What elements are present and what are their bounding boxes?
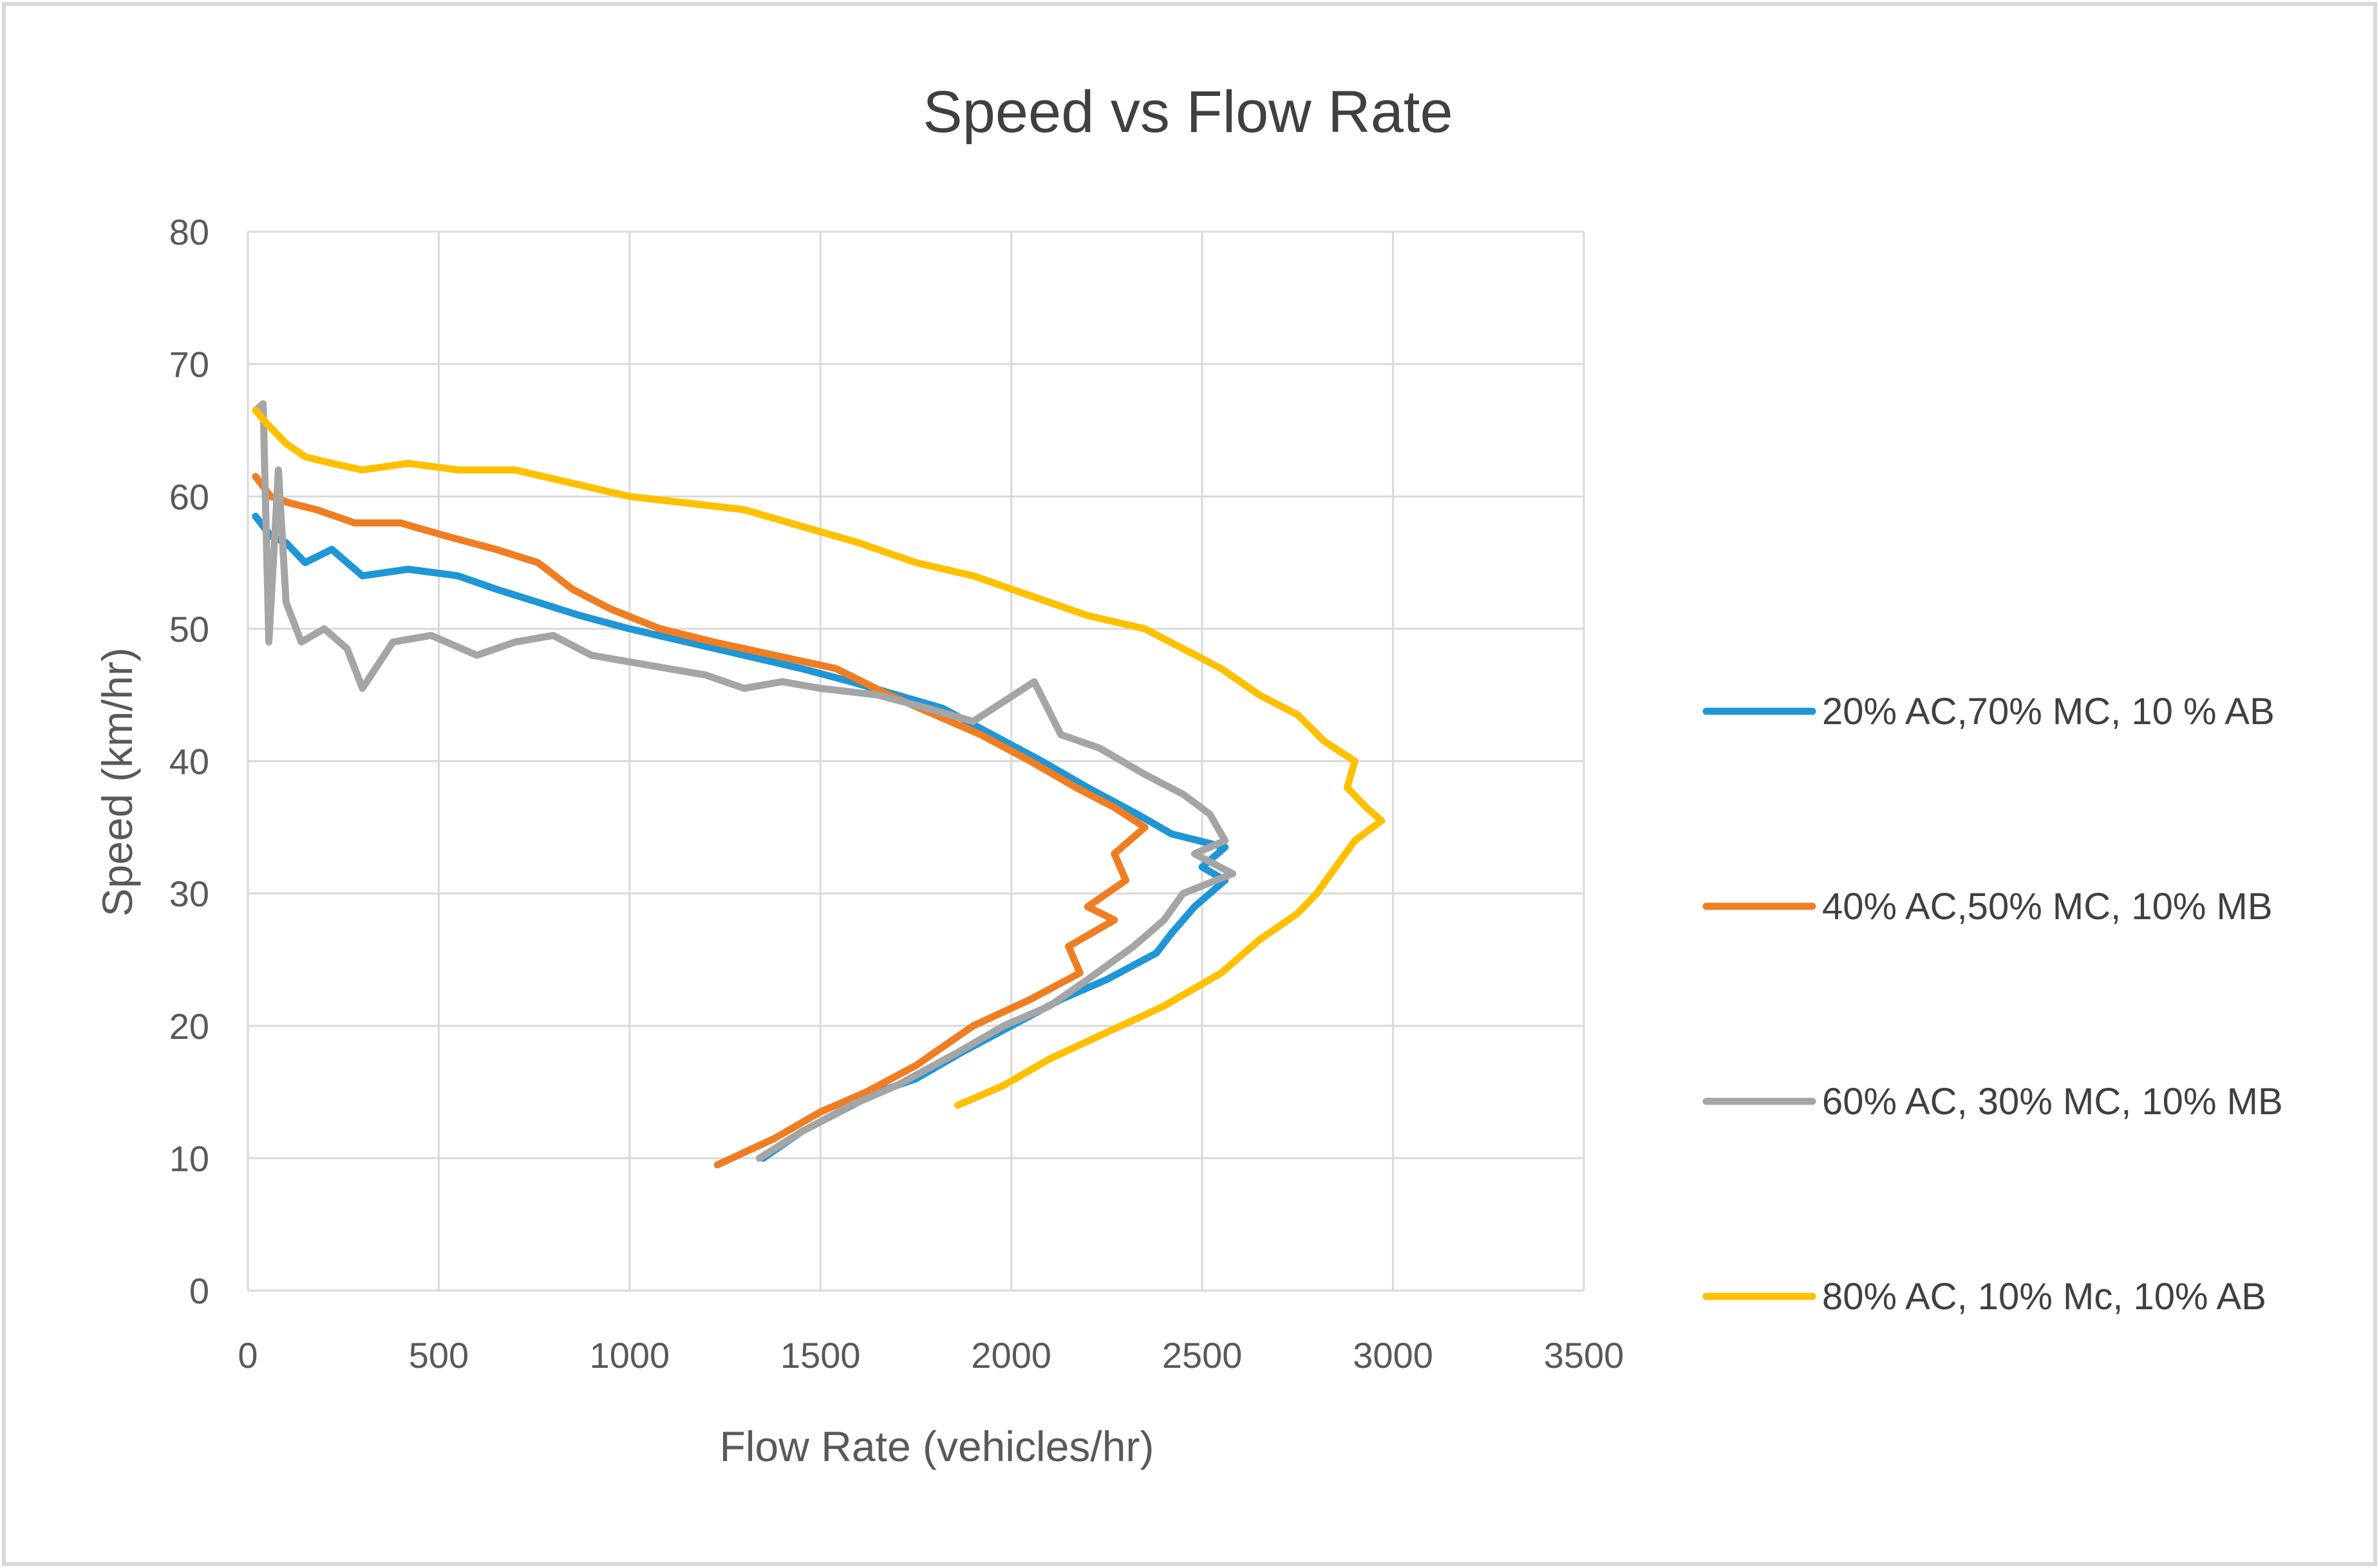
y-tick-label: 60 bbox=[169, 476, 209, 517]
x-tick-label: 3000 bbox=[1353, 1335, 1433, 1376]
y-tick-label: 10 bbox=[169, 1138, 209, 1179]
x-tick-label: 1000 bbox=[590, 1335, 670, 1376]
legend: 20% AC,70% MC, 10 % AB 40% AC,50% MC, 10%… bbox=[1702, 691, 2283, 1318]
series-line-3 bbox=[252, 400, 1237, 1162]
y-tick-label: 30 bbox=[169, 873, 209, 914]
legend-label-4: 80% AC, 10% Mc, 10% AB bbox=[1822, 1276, 2266, 1318]
y-tick-labels: 0 10 20 30 40 50 60 70 80 bbox=[169, 212, 209, 1311]
y-tick-label: 80 bbox=[169, 212, 209, 252]
x-tick-label: 1500 bbox=[780, 1335, 861, 1376]
legend-label-2: 40% AC,50% MC, 10% MB bbox=[1822, 886, 2273, 928]
x-tick-labels: 0 500 1000 1500 2000 2500 3000 3500 bbox=[238, 1335, 1624, 1376]
x-axis-title: Flow Rate (vehicles/hr) bbox=[720, 1423, 1154, 1470]
y-tick-label: 50 bbox=[169, 609, 209, 649]
y-tick-label: 20 bbox=[169, 1006, 209, 1047]
y-tick-label: 70 bbox=[169, 344, 209, 385]
series-line-4 bbox=[252, 407, 1386, 1109]
series-lines bbox=[252, 400, 1386, 1169]
x-tick-label: 500 bbox=[409, 1335, 469, 1376]
series-line-2 bbox=[252, 472, 1149, 1169]
legend-label-3: 60% AC, 30% MC, 10% MB bbox=[1822, 1081, 2283, 1123]
chart-title: Speed vs Flow Rate bbox=[923, 79, 1453, 145]
x-tick-label: 3500 bbox=[1544, 1335, 1624, 1376]
y-tick-label: 0 bbox=[189, 1271, 209, 1311]
x-tick-label: 2500 bbox=[1162, 1335, 1243, 1376]
y-tick-label: 40 bbox=[169, 742, 209, 782]
y-axis-title: Speed (km/hr) bbox=[93, 648, 141, 917]
legend-label-1: 20% AC,70% MC, 10 % AB bbox=[1822, 691, 2275, 733]
x-tick-label: 2000 bbox=[971, 1335, 1051, 1376]
x-tick-label: 0 bbox=[238, 1335, 258, 1376]
